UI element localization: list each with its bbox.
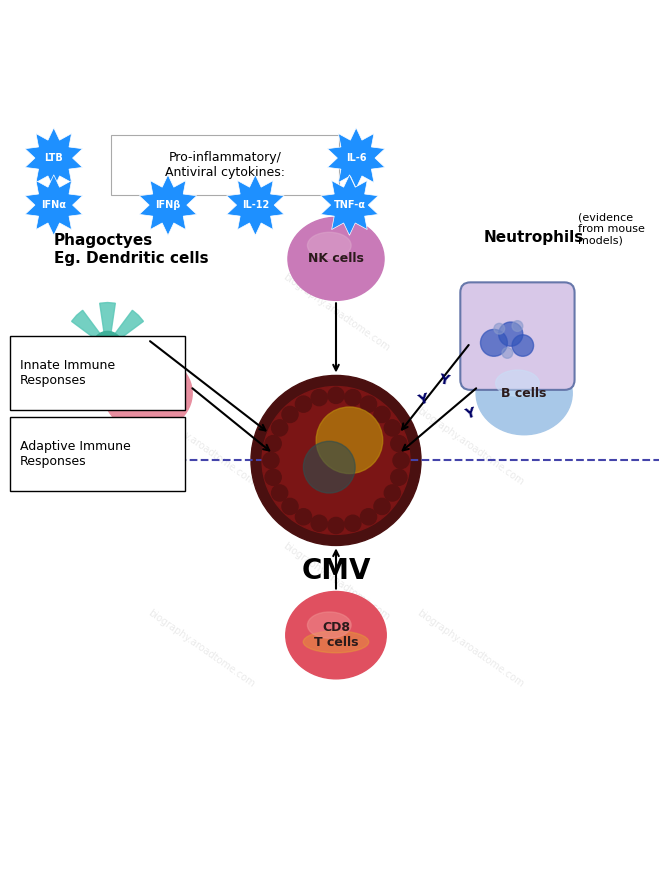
Text: Adaptive Immune
Responses: Adaptive Immune Responses	[20, 440, 131, 468]
Circle shape	[316, 407, 383, 474]
Circle shape	[345, 390, 361, 406]
Circle shape	[271, 420, 288, 436]
Text: Neutrophils: Neutrophils	[484, 231, 584, 245]
Circle shape	[345, 515, 361, 531]
Circle shape	[251, 375, 421, 545]
Text: Y: Y	[418, 393, 429, 407]
Circle shape	[311, 390, 327, 406]
Circle shape	[391, 435, 407, 451]
Text: (evidence
from mouse
models): (evidence from mouse models)	[578, 212, 645, 245]
Polygon shape	[99, 336, 116, 390]
Circle shape	[360, 396, 376, 412]
Text: Innate Immune
Responses: Innate Immune Responses	[20, 359, 116, 387]
Circle shape	[499, 322, 523, 346]
Text: IFNβ: IFNβ	[155, 200, 181, 210]
Circle shape	[93, 332, 122, 361]
Polygon shape	[327, 128, 385, 189]
Circle shape	[311, 515, 327, 531]
Polygon shape	[226, 175, 284, 235]
Text: B cells: B cells	[501, 387, 547, 400]
Circle shape	[391, 469, 407, 485]
Text: biography.aroadtome.com: biography.aroadtome.com	[281, 541, 391, 622]
Circle shape	[384, 420, 401, 436]
Text: Y: Y	[437, 372, 450, 388]
Polygon shape	[97, 339, 151, 354]
Ellipse shape	[121, 371, 161, 395]
Polygon shape	[25, 128, 83, 189]
Circle shape	[296, 509, 312, 525]
Polygon shape	[99, 302, 116, 357]
Polygon shape	[72, 310, 115, 353]
Circle shape	[296, 396, 312, 412]
Circle shape	[328, 518, 344, 534]
Circle shape	[502, 348, 513, 358]
Text: LTB: LTB	[44, 153, 63, 163]
Text: biography.aroadtome.com: biography.aroadtome.com	[281, 272, 391, 353]
Circle shape	[265, 469, 281, 485]
Ellipse shape	[307, 612, 351, 638]
Polygon shape	[139, 175, 197, 235]
Ellipse shape	[286, 592, 386, 679]
Text: IFNα: IFNα	[41, 200, 67, 210]
Circle shape	[303, 442, 355, 493]
Polygon shape	[72, 339, 115, 382]
Text: biography.aroadtome.com: biography.aroadtome.com	[146, 406, 257, 488]
Circle shape	[271, 485, 288, 501]
Ellipse shape	[476, 351, 572, 434]
Text: NK cells: NK cells	[308, 252, 364, 266]
Text: IL-12: IL-12	[242, 200, 269, 210]
FancyBboxPatch shape	[10, 336, 185, 410]
Polygon shape	[321, 175, 378, 235]
Polygon shape	[64, 339, 118, 354]
Text: Pro-inflammatory/
Antiviral cytokines:: Pro-inflammatory/ Antiviral cytokines:	[165, 151, 285, 179]
FancyBboxPatch shape	[10, 417, 185, 491]
Text: biography.aroadtome.com: biography.aroadtome.com	[146, 608, 257, 689]
FancyBboxPatch shape	[460, 283, 575, 390]
Circle shape	[282, 407, 298, 423]
Circle shape	[374, 407, 390, 423]
Circle shape	[374, 498, 390, 515]
Polygon shape	[100, 339, 143, 382]
Ellipse shape	[103, 355, 192, 432]
Ellipse shape	[303, 631, 369, 653]
Circle shape	[282, 498, 298, 515]
Text: IL-6: IL-6	[346, 153, 366, 163]
Ellipse shape	[288, 217, 384, 300]
Text: TNF-α: TNF-α	[333, 200, 366, 210]
Circle shape	[512, 321, 523, 332]
Text: CD4
T cells: CD4 T cells	[126, 379, 170, 408]
Circle shape	[360, 509, 376, 525]
Ellipse shape	[496, 370, 540, 396]
Text: biography.aroadtome.com: biography.aroadtome.com	[415, 406, 526, 488]
Text: biography.aroadtome.com: biography.aroadtome.com	[415, 608, 526, 689]
Text: CD8
T cells: CD8 T cells	[314, 621, 358, 649]
Text: Phagoctyes
Eg. Dendritic cells: Phagoctyes Eg. Dendritic cells	[54, 233, 208, 266]
Text: Y: Y	[465, 407, 476, 420]
Text: CMV: CMV	[301, 557, 371, 586]
Circle shape	[263, 452, 279, 468]
Circle shape	[512, 334, 534, 357]
Circle shape	[480, 329, 507, 357]
Polygon shape	[25, 175, 83, 235]
Circle shape	[328, 387, 344, 403]
Polygon shape	[100, 310, 143, 353]
Ellipse shape	[307, 232, 351, 258]
Circle shape	[494, 324, 505, 334]
Circle shape	[265, 435, 281, 451]
FancyBboxPatch shape	[111, 134, 339, 195]
Circle shape	[384, 485, 401, 501]
Circle shape	[393, 452, 409, 468]
Circle shape	[262, 386, 410, 535]
